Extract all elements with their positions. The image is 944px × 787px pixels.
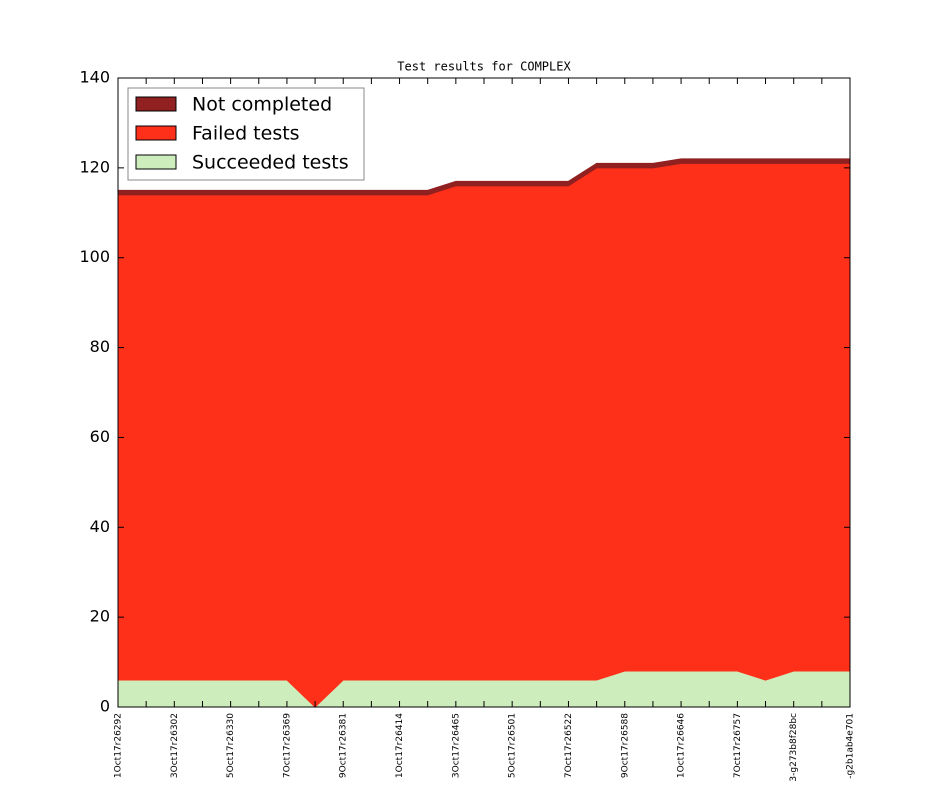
x-tick-label: 1Oct17r26414 bbox=[395, 713, 405, 778]
x-tick-label: 3-g273b8f28bc bbox=[789, 713, 799, 782]
x-tick-label: 5Oct17r26501 bbox=[508, 713, 518, 778]
y-tick-label: 40 bbox=[90, 517, 110, 536]
x-tick-label: 7Oct17r26522 bbox=[564, 713, 574, 778]
chart-title: Test results for COMPLEX bbox=[397, 60, 571, 74]
y-tick-label: 20 bbox=[90, 607, 110, 626]
legend: Not completed Failed tests Succeeded tests bbox=[127, 87, 365, 181]
x-tick-label: 7Oct17r26369 bbox=[282, 713, 292, 778]
legend-label: Failed tests bbox=[192, 123, 300, 145]
y-tick-label: 0 bbox=[100, 697, 110, 716]
x-tick-label: 1Oct17r26646 bbox=[677, 713, 687, 778]
x-tick-label: 3Oct17r26465 bbox=[451, 713, 461, 778]
legend-label: Not completed bbox=[192, 94, 332, 116]
x-tick-label: 5Oct17r26330 bbox=[226, 713, 236, 778]
legend-swatch bbox=[135, 154, 177, 170]
area bbox=[117, 162, 851, 708]
y-tick-label: 80 bbox=[90, 337, 110, 356]
x-tick-label: -g2b1ab4e701 bbox=[846, 713, 856, 779]
y-tick-label: 140 bbox=[79, 68, 110, 87]
x-tick-label: 1Oct17r26292 bbox=[114, 713, 124, 778]
x-tick-label: 9Oct17r26588 bbox=[620, 713, 630, 778]
y-tick-label: 120 bbox=[79, 157, 110, 176]
y-tick-label: 60 bbox=[90, 427, 110, 446]
legend-swatch bbox=[135, 96, 177, 112]
legend-label: Succeeded tests bbox=[192, 152, 349, 174]
x-tick-label: 9Oct17r26381 bbox=[339, 713, 349, 778]
x-tick-label: 7Oct17r26757 bbox=[733, 713, 743, 778]
x-tick-label: 3Oct17r26302 bbox=[170, 713, 180, 778]
y-tick-label: 100 bbox=[79, 247, 110, 266]
legend-swatch bbox=[135, 125, 177, 141]
